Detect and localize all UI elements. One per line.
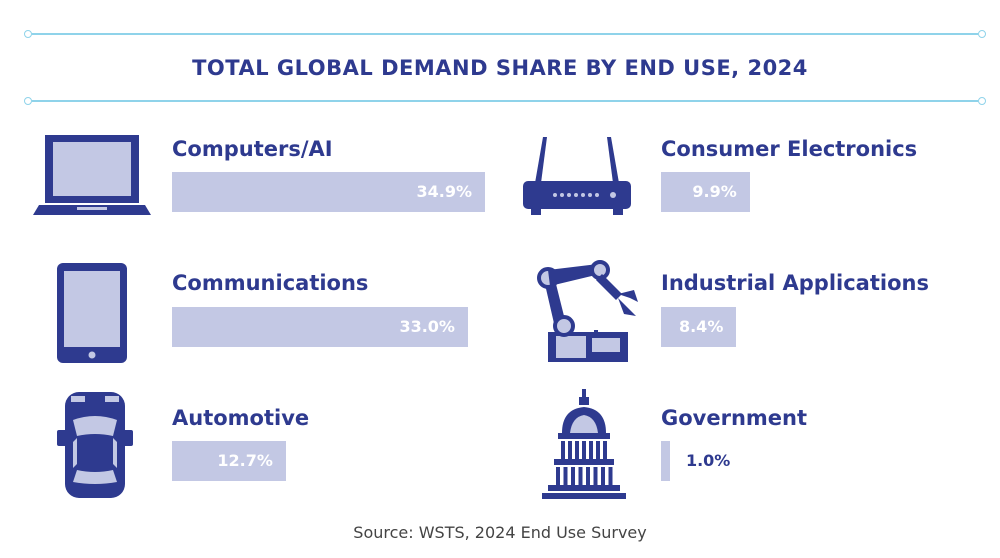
- category-label-government: Government: [661, 406, 808, 430]
- bar-government: [661, 441, 670, 481]
- laptop-icon: [33, 133, 151, 223]
- bar-computers-ai: [172, 172, 485, 212]
- bar-consumer-electronics: [661, 172, 750, 212]
- bar-automotive: [172, 441, 286, 481]
- chart-title: TOTAL GLOBAL DEMAND SHARE BY END USE, 20…: [192, 56, 808, 80]
- category-label-consumer-electronics: Consumer Electronics: [661, 137, 918, 161]
- source-note: Source: WSTS, 2024 End Use Survey: [353, 523, 647, 542]
- category-label-industrial-applications: Industrial Applications: [661, 271, 929, 295]
- car-icon: [57, 390, 133, 506]
- category-label-automotive: Automotive: [172, 406, 310, 430]
- category-label-computers-ai: Computers/AI: [172, 137, 333, 161]
- category-label-communications: Communications: [172, 271, 369, 295]
- value-label-communications: 33.0%: [399, 317, 455, 336]
- value-label-government: 1.0%: [685, 451, 731, 470]
- value-label-consumer-electronics: 9.9%: [692, 182, 737, 201]
- value-label-industrial-applications: 8.4%: [678, 317, 724, 336]
- capitol-icon: [542, 389, 626, 505]
- bottom-divider: [24, 97, 986, 105]
- tablet-icon: [55, 261, 129, 369]
- top-divider: [24, 30, 986, 38]
- robot-arm-icon: [526, 260, 644, 368]
- router-icon: [521, 135, 633, 221]
- value-label-automotive: 12.7%: [217, 451, 273, 470]
- bar-industrial-applications: [661, 307, 737, 347]
- bar-communications: [172, 307, 468, 347]
- value-label-computers-ai: 34.9%: [416, 182, 472, 201]
